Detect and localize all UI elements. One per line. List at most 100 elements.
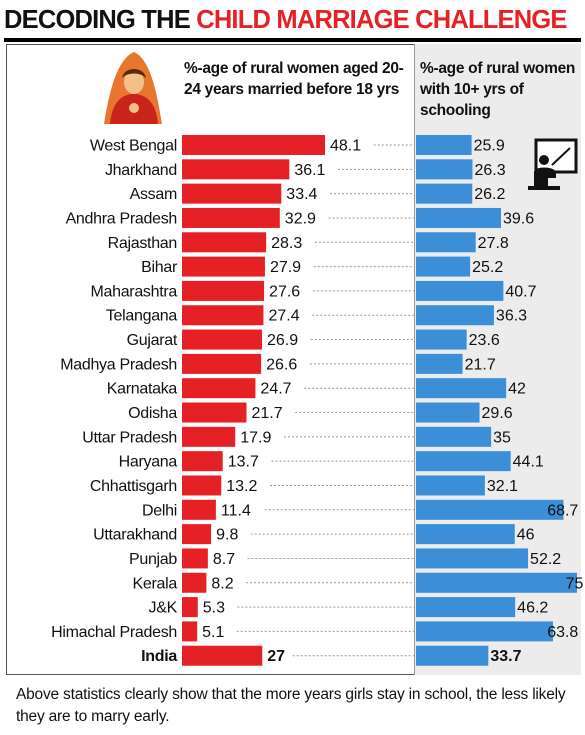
- schooling-value-label: 21.7: [465, 356, 496, 373]
- married-bar: [182, 329, 262, 350]
- schooling-value-label: 23.6: [469, 332, 500, 349]
- married-label-background: [199, 598, 234, 617]
- married-value-label: 13.7: [228, 454, 259, 471]
- married-label-background: [248, 403, 292, 422]
- schooling-bar: [416, 645, 489, 666]
- schooling-value-label: 39.6: [503, 210, 534, 227]
- married-label-background: [283, 184, 327, 203]
- married-label-background: [281, 208, 325, 227]
- married-value-label: 24.7: [260, 381, 291, 398]
- married-value-label: 5.3: [203, 600, 225, 617]
- schooling-bar: [416, 135, 472, 155]
- married-bar: [182, 645, 263, 666]
- married-label-background: [263, 330, 307, 349]
- married-label-background: [264, 646, 289, 665]
- schooling-bar: [416, 402, 480, 423]
- schooling-bar: [416, 597, 516, 618]
- schooling-bar: [416, 183, 473, 204]
- schooling-bar: [416, 572, 577, 593]
- married-bar: [182, 475, 222, 496]
- married-bar: [182, 256, 265, 277]
- married-value-label: 8.7: [213, 551, 235, 568]
- schooling-bar: [416, 305, 494, 326]
- married-bar: [182, 572, 207, 593]
- category-label: Rajasthan: [108, 235, 177, 252]
- married-bar: [182, 548, 208, 569]
- category-label: Chhattisgarh: [90, 478, 177, 495]
- category-label: Bihar: [141, 259, 178, 276]
- married-bar: [182, 232, 267, 253]
- schooling-bar: [416, 353, 463, 374]
- schooling-value-label: 35: [493, 429, 511, 446]
- schooling-bar: [416, 499, 564, 520]
- category-label: West Bengal: [90, 138, 177, 155]
- category-label: Haryana: [119, 454, 178, 471]
- schooling-bar: [416, 548, 529, 569]
- married-bar: [182, 135, 325, 155]
- married-value-label: 8.2: [211, 575, 233, 592]
- schooling-value-label: 29.6: [482, 405, 513, 422]
- married-bar: [182, 305, 264, 326]
- married-label-background: [209, 549, 244, 568]
- schooling-value-label: 27.8: [478, 235, 509, 252]
- married-bar: [182, 159, 290, 180]
- married-bar: [182, 499, 216, 520]
- schooling-value-label: 46.2: [517, 600, 548, 617]
- schooling-bar: [416, 475, 485, 496]
- married-label-background: [266, 257, 310, 276]
- classroom-icon: [528, 138, 578, 190]
- schooling-value-label: 44.1: [513, 454, 544, 471]
- category-label: Punjab: [129, 551, 177, 568]
- category-label: Maharashtra: [90, 283, 177, 300]
- schooling-value-label: 25.9: [474, 138, 505, 155]
- married-bar: [182, 621, 198, 642]
- married-value-label: 17.9: [240, 429, 271, 446]
- schooling-bar: [416, 621, 553, 642]
- married-bar: [182, 353, 262, 374]
- footnote: Above statistics clearly show that the m…: [16, 686, 566, 725]
- schooling-value-label: 63.8: [547, 624, 578, 641]
- schooling-value-label: 52.2: [530, 551, 561, 568]
- married-bar: [182, 280, 265, 301]
- schooling-value-label: 32.1: [487, 478, 518, 495]
- schooling-bar: [416, 232, 476, 253]
- married-bar: [182, 524, 212, 545]
- married-label-background: [266, 281, 309, 300]
- schooling-bar: [416, 451, 511, 472]
- married-label-background: [213, 525, 247, 544]
- married-value-label: 11.4: [221, 502, 251, 519]
- married-bar: [182, 402, 247, 423]
- married-value-label: 27.4: [268, 308, 299, 325]
- schooling-value-label: 26.3: [474, 162, 505, 179]
- married-value-label: 32.9: [285, 210, 316, 227]
- married-label-background: [237, 427, 281, 446]
- married-label-background: [224, 452, 268, 471]
- married-bar: [182, 426, 236, 447]
- chart-title: DECODING THE CHILD MARRIAGE CHALLENGE: [4, 2, 581, 42]
- chart-rows: West Bengal 48.1 25.9 Jharkhand 36.1 26.3 Assa…: [51, 135, 583, 666]
- schooling-value-label: 26.2: [474, 186, 505, 203]
- married-label-background: [223, 476, 267, 495]
- married-value-label: 27: [267, 648, 285, 665]
- married-label-background: [291, 160, 335, 179]
- schooling-value-label: 25.2: [472, 259, 503, 276]
- schooling-bar: [416, 280, 504, 301]
- married-label-background: [208, 573, 242, 592]
- title-part-black: DECODING THE: [4, 6, 197, 34]
- category-label: India: [141, 648, 177, 665]
- category-label: Odisha: [128, 405, 177, 422]
- category-label: Delhi: [142, 502, 177, 519]
- schooling-value-label: 42: [508, 381, 526, 398]
- married-label-background: [263, 354, 306, 373]
- married-label-background: [327, 136, 370, 154]
- married-label-background: [257, 379, 301, 398]
- schooling-bar: [416, 524, 515, 545]
- category-label: Himachal Pradesh: [51, 624, 177, 641]
- married-bar: [182, 378, 256, 399]
- category-label: Karnataka: [107, 381, 178, 398]
- schooling-value-label: 36.3: [496, 308, 527, 325]
- married-bar: [182, 451, 223, 472]
- married-value-label: 33.4: [286, 186, 317, 203]
- bride-icon: [104, 52, 162, 124]
- schooling-value-label: 75: [566, 575, 584, 592]
